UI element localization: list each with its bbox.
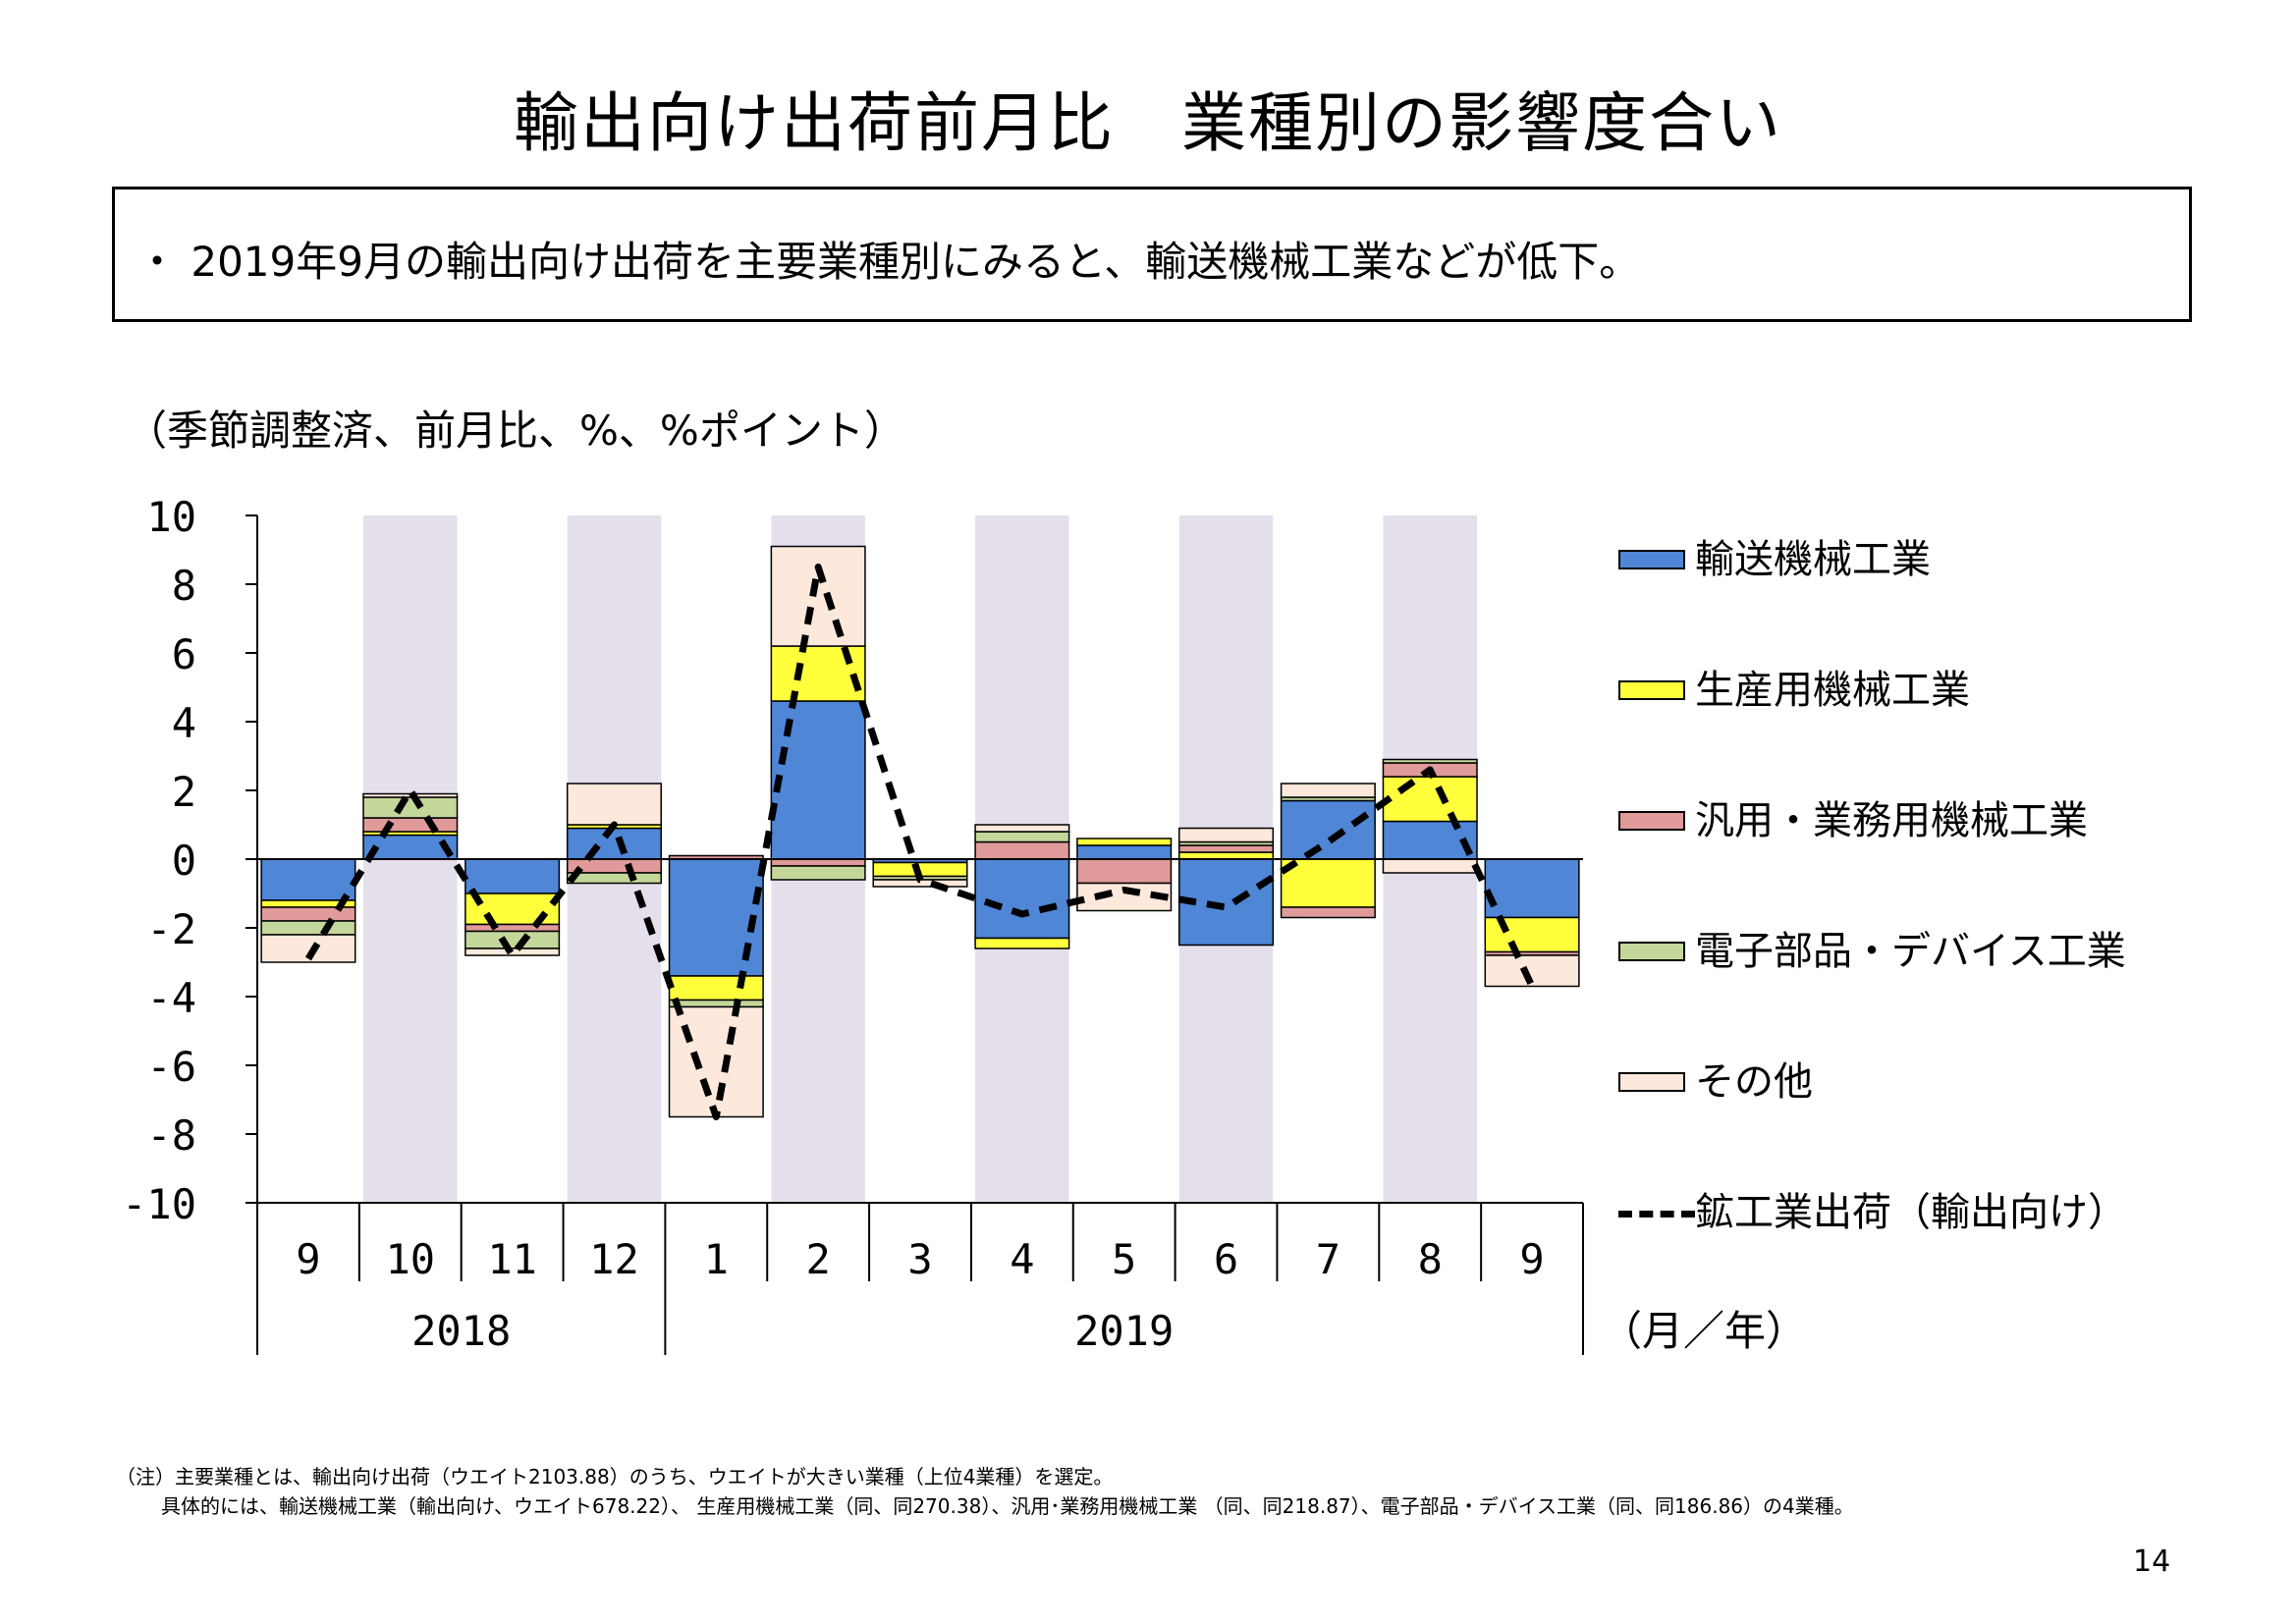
legend-label-other: その他 xyxy=(1695,1059,1813,1105)
footnote-1: （注）主要業種とは、輸出向け出荷（ウエイト2103.88）のうち、ウエイトが大き… xyxy=(116,1465,1114,1489)
bar-segment-production xyxy=(1178,851,1275,860)
bar-segment-electronic xyxy=(566,872,662,885)
legend-label-general: 汎用・業務用機械工業 xyxy=(1695,798,2088,843)
x-tick-label: 3 xyxy=(907,1235,932,1283)
bar-segment-other xyxy=(465,947,561,956)
bar-segment-general xyxy=(465,923,561,933)
y-tick-label: 4 xyxy=(172,699,196,747)
y-tick-label: -2 xyxy=(146,905,196,953)
bar-segment-electronic xyxy=(770,865,866,881)
bar-segment-general xyxy=(1076,858,1173,885)
bar-segment-transport xyxy=(465,858,561,894)
legend-swatch-production xyxy=(1618,680,1685,700)
bar-segment-general xyxy=(1280,906,1376,919)
bar-segment-production xyxy=(770,645,866,702)
x-tick-label: 7 xyxy=(1316,1235,1340,1283)
bar-segment-electronic xyxy=(260,920,356,936)
bar-segment-electronic xyxy=(974,831,1070,843)
bar-segment-other xyxy=(1178,827,1275,843)
bar-segment-transport xyxy=(1280,799,1376,860)
y-tick-label: 6 xyxy=(172,630,196,678)
x-tick-label: 4 xyxy=(1010,1235,1034,1283)
bar-segment-other xyxy=(1484,954,1580,988)
legend-label-electronic: 電子部品・デバイス工業 xyxy=(1695,929,2126,974)
bar-segment-transport xyxy=(1076,844,1173,860)
x-tick-label: 10 xyxy=(385,1235,435,1283)
page-number: 14 xyxy=(2133,1544,2171,1579)
y-tick-label: 8 xyxy=(172,562,196,610)
year-label: 2019 xyxy=(1074,1307,1174,1355)
bar-segment-general xyxy=(974,840,1070,860)
bar-segment-transport xyxy=(566,827,662,860)
y-tick-label: 2 xyxy=(172,768,196,816)
summary-text: ・ 2019年9月の輸出向け出荷を主要業種別にみると、輸送機械工業などが低下。 xyxy=(137,238,1641,286)
y-tick-label: 0 xyxy=(172,837,196,885)
legend-swatch-other xyxy=(1618,1072,1685,1092)
bar-segment-production xyxy=(1382,776,1478,823)
bar-segment-transport xyxy=(260,858,356,901)
unit-label: （季節調整済、前月比、%、%ポイント） xyxy=(126,406,905,455)
legend-line-sample xyxy=(1618,1211,1695,1218)
y-tick-label: -4 xyxy=(146,974,196,1022)
legend-label-transport: 輸送機械工業 xyxy=(1695,537,1931,582)
line-series-total xyxy=(304,564,1536,1120)
bar-segment-general xyxy=(1178,844,1275,853)
summary-box: ・ 2019年9月の輸出向け出荷を主要業種別にみると、輸送機械工業などが低下。 xyxy=(112,187,2192,322)
bar-segment-electronic xyxy=(1382,758,1478,764)
legend-label-production: 生産用機械工業 xyxy=(1695,668,1970,713)
legend-swatch-electronic xyxy=(1618,942,1685,961)
x-tick-label: 1 xyxy=(704,1235,729,1283)
bar-segment-other xyxy=(770,545,866,647)
footnote-2: 具体的には、輸送機械工業（輸出向け、ウエイト678.22）、 生産用機械工業（同… xyxy=(161,1494,1854,1518)
bar-segment-production xyxy=(1280,858,1376,908)
y-tick-label: -6 xyxy=(146,1043,196,1091)
bar-segment-general xyxy=(770,858,866,867)
year-label: 2018 xyxy=(411,1307,511,1355)
bar-segment-transport xyxy=(770,700,866,860)
x-tick-label: 6 xyxy=(1214,1235,1238,1283)
x-tick-label: 9 xyxy=(1519,1235,1544,1283)
bar-segment-transport xyxy=(1484,858,1580,919)
legend-swatch-transport xyxy=(1618,550,1685,569)
x-tick-label: 8 xyxy=(1418,1235,1443,1283)
axis-unit-label: （月／年） xyxy=(1601,1307,1807,1355)
bar-segment-other xyxy=(1382,858,1478,874)
bar-segment-other xyxy=(974,824,1070,833)
bar-segment-electronic xyxy=(362,796,459,819)
bar-segment-transport xyxy=(974,858,1070,940)
bar-segment-production xyxy=(1076,838,1173,846)
y-tick-label: 10 xyxy=(146,493,196,541)
x-tick-label: 12 xyxy=(589,1235,639,1283)
x-tick-label: 5 xyxy=(1112,1235,1136,1283)
y-tick-label: -8 xyxy=(146,1111,196,1160)
x-tick-label: 9 xyxy=(296,1235,320,1283)
y-tick-label: -10 xyxy=(122,1180,196,1228)
bar-segment-general xyxy=(362,817,459,833)
bar-segment-electronic xyxy=(465,930,561,949)
x-tick-label: 2 xyxy=(806,1235,831,1283)
bar-segment-electronic xyxy=(668,999,764,1008)
x-tick-label: 11 xyxy=(487,1235,537,1283)
bar-segment-other xyxy=(668,1005,764,1118)
bar-segment-production xyxy=(974,937,1070,949)
bar-segment-other xyxy=(1280,783,1376,798)
bar-segment-production xyxy=(668,975,764,1001)
legend-swatch-general xyxy=(1618,811,1685,831)
legend-label-line: 鉱工業出荷（輸出向け） xyxy=(1695,1190,2127,1235)
bar-segment-other xyxy=(566,783,662,826)
page-title: 輸出向け出荷前月比 業種別の影響度合い xyxy=(514,85,1782,161)
